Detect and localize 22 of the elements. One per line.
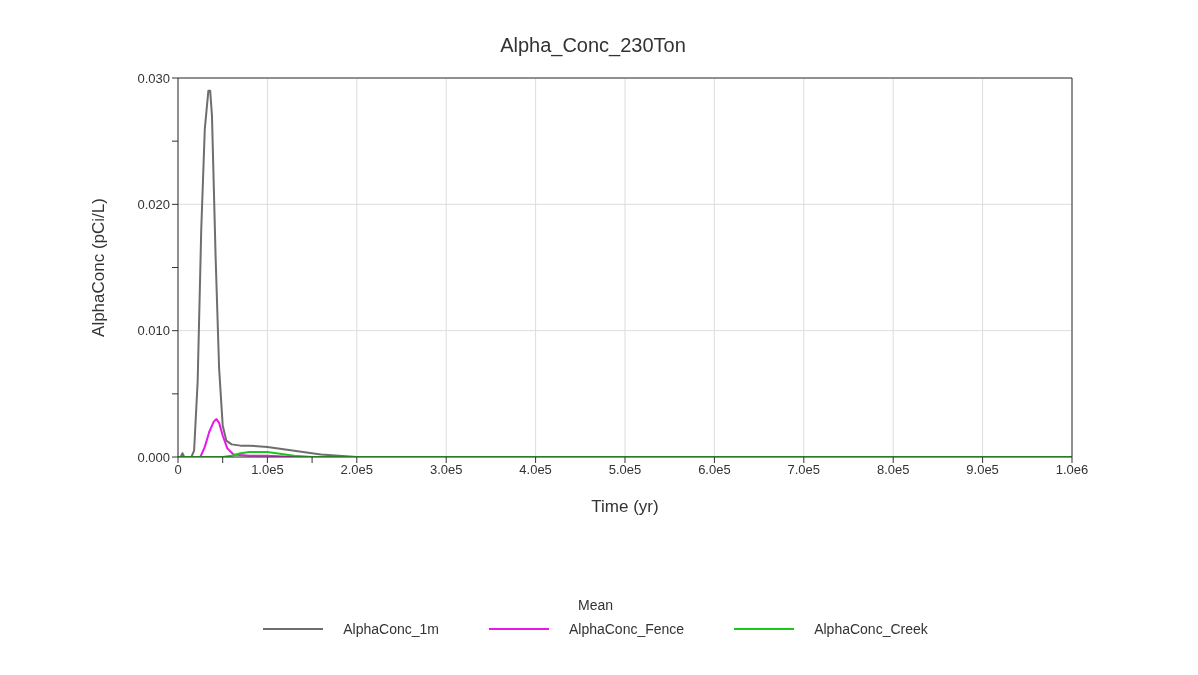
x-tick-label: 4.0e5: [519, 462, 552, 478]
y-tick-label: 0.020: [137, 196, 170, 212]
y-tick-label: 0.030: [137, 70, 170, 86]
y-axis-title: AlphaConc (pCi/L): [89, 198, 109, 337]
x-tick-label: 6.0e5: [698, 462, 731, 478]
x-tick-label: 1.0e5: [251, 462, 284, 478]
chart-title: Alpha_Conc_230Ton: [499, 34, 687, 57]
legend-label: AlphaConc_Creek: [814, 621, 928, 637]
x-axis-title: Time (yr): [591, 497, 659, 516]
x-tick-label: 1.0e6: [1055, 462, 1089, 478]
legend-title: Mean: [577, 597, 614, 613]
x-tick-label: 3.0e5: [429, 462, 463, 478]
y-tick-label: 0.000: [137, 449, 170, 465]
x-tick-label: 5.0e5: [608, 462, 642, 478]
legend-label: AlphaConc_1m: [343, 621, 439, 637]
x-tick-label: 2.0e5: [340, 462, 374, 478]
x-tick-label: 9.0e5: [966, 462, 999, 478]
x-tick-label: 7.0e5: [787, 462, 821, 478]
y-tick-label: 0.010: [137, 323, 170, 339]
x-tick-label: 0: [174, 462, 182, 478]
legend-label: AlphaConc_Fence: [568, 621, 685, 637]
x-tick-label: 8.0e5: [876, 462, 910, 478]
